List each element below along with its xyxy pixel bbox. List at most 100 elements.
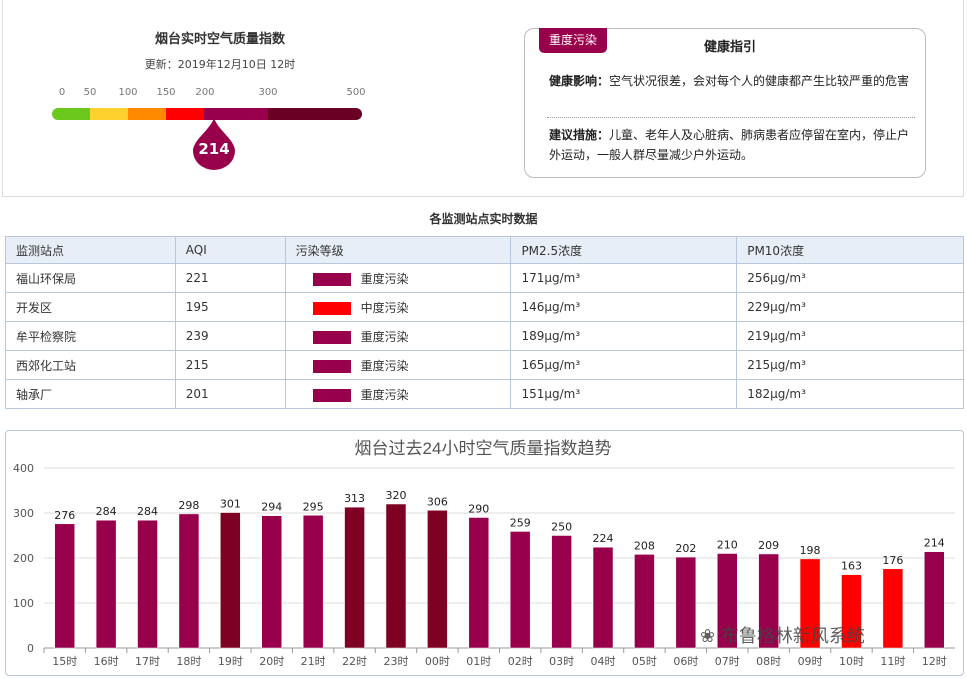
column-header: AQI xyxy=(174,236,286,264)
bar-value-label: 209 xyxy=(758,539,779,552)
station-level: 重度污染 xyxy=(284,263,512,293)
column-header: 监测站点 xyxy=(5,236,176,264)
station-name: 开发区 xyxy=(5,292,176,322)
bar xyxy=(468,517,490,649)
x-tick-label: 04时 xyxy=(591,655,616,668)
x-tick-label: 18时 xyxy=(176,655,201,668)
chart-title: 烟台过去24小时空气质量指数趋势 xyxy=(355,439,612,458)
level-color-swatch xyxy=(312,388,351,402)
level-color-swatch xyxy=(312,301,351,315)
y-tick-label: 300 xyxy=(13,507,34,520)
bar xyxy=(841,574,862,649)
scale-tick: 0 xyxy=(58,87,66,98)
station-pm25: 165μg/m³ xyxy=(510,350,738,380)
station-aqi: 195 xyxy=(174,292,286,322)
level-label: 重度污染 xyxy=(360,271,409,286)
health-guidance-box: 重度污染 健康指引 健康影响：空气状况很差，会对每个人的健康都产生比较严重的危害… xyxy=(524,28,926,178)
column-header: PM10浓度 xyxy=(736,236,964,264)
table-row: 福山环保局 221 重度污染 171μg/m³ 256μg/m³ xyxy=(5,263,964,293)
y-tick-label: 100 xyxy=(13,597,34,610)
bar xyxy=(178,513,200,649)
bar-value-label: 320 xyxy=(385,489,406,502)
scale-tick: 150 xyxy=(156,87,176,98)
scale-tick: 500 xyxy=(346,87,366,98)
bar xyxy=(54,523,75,649)
bar xyxy=(924,551,945,649)
wechat-icon: ❀ xyxy=(700,626,716,647)
x-tick-label: 10时 xyxy=(839,655,864,668)
x-tick-label: 01时 xyxy=(466,655,491,668)
bar-value-label: 284 xyxy=(96,505,117,518)
bar-value-label: 294 xyxy=(261,501,282,514)
bar-value-label: 276 xyxy=(54,509,75,522)
bar xyxy=(758,553,779,649)
bar-value-label: 298 xyxy=(178,499,199,512)
station-pm25: 189μg/m³ xyxy=(510,321,738,351)
aqi-scale-bar xyxy=(52,108,362,120)
y-tick-label: 0 xyxy=(27,642,34,655)
bar xyxy=(220,512,241,649)
health-guidance-title: 健康指引 xyxy=(703,40,756,55)
x-tick-label: 16时 xyxy=(94,655,119,668)
level-label: 重度污染 xyxy=(360,358,409,373)
bar-value-label: 163 xyxy=(841,560,862,573)
bar-value-label: 210 xyxy=(717,539,738,552)
table-header-row: 监测站点 AQI 污染等级 PM2.5浓度 PM10浓度 xyxy=(5,236,964,264)
column-header: PM2.5浓度 xyxy=(510,236,738,264)
station-name: 西郊化工站 xyxy=(5,350,176,380)
stations-table: 监测站点 AQI 污染等级 PM2.5浓度 PM10浓度 福山环保局 221 重度污… xyxy=(5,236,964,409)
scale-tick: 50 xyxy=(83,87,97,98)
station-aqi: 239 xyxy=(174,321,286,351)
table-row: 西郊化工站 215 重度污染 165μg/m³ 215μg/m³ xyxy=(5,350,964,380)
bar xyxy=(717,553,738,649)
bar-value-label: 301 xyxy=(220,498,241,511)
x-tick-label: 12时 xyxy=(922,655,947,668)
station-pm10: 256μg/m³ xyxy=(736,263,964,293)
watermark: ❀ 布鲁格林新风系统 xyxy=(700,622,865,648)
y-tick-label: 400 xyxy=(13,462,34,475)
health-advice-text: 儿童、老年人及心脏病、肺病患者应停留在室内，停止户外运动，一般人群尽量减少户外运… xyxy=(549,128,910,162)
aqi-summary-panel xyxy=(2,0,964,197)
y-tick-label: 200 xyxy=(13,552,34,565)
bar xyxy=(592,546,614,649)
pollution-level-badge: 重度污染 xyxy=(539,28,608,53)
bar xyxy=(344,506,365,649)
x-tick-label: 05时 xyxy=(632,655,657,668)
station-name: 牟平检察院 xyxy=(5,321,176,351)
bar-value-label: 250 xyxy=(551,521,572,534)
x-tick-label: 08时 xyxy=(756,655,781,668)
station-level: 重度污染 xyxy=(284,379,512,409)
bar-value-label: 306 xyxy=(427,495,448,508)
station-pm10: 215μg/m³ xyxy=(736,350,964,380)
x-tick-label: 11时 xyxy=(880,655,905,668)
aqi-trend-chart: 烟台过去24小时空气质量指数趋势 0 100 200 300 400 276 15时 284 16… xyxy=(13,439,955,668)
health-effect-text: 空气状况很差，会对每个人的健康都产生比较严重的危害 xyxy=(609,74,910,88)
station-level: 中度污染 xyxy=(284,292,512,322)
level-color-swatch xyxy=(312,272,351,286)
x-tick-label: 03时 xyxy=(549,655,574,668)
level-label: 重度污染 xyxy=(360,329,409,344)
health-effect: 健康影响：空气状况很差，会对每个人的健康都产生比较严重的危害 xyxy=(549,71,917,91)
x-tick-label: 07时 xyxy=(715,655,740,668)
bar xyxy=(261,515,282,649)
station-level: 重度污染 xyxy=(284,321,512,351)
aqi-drop-marker xyxy=(193,118,235,170)
x-tick-label: 02时 xyxy=(508,655,533,668)
x-tick-label: 15时 xyxy=(52,655,77,668)
bar-value-label: 284 xyxy=(137,505,158,518)
bar xyxy=(385,503,407,649)
bar xyxy=(95,519,117,649)
station-pm25: 146μg/m³ xyxy=(510,292,738,322)
level-color-swatch xyxy=(312,359,351,373)
bar xyxy=(799,558,821,649)
x-tick-label: 09时 xyxy=(798,655,823,668)
level-color-swatch xyxy=(312,330,351,344)
station-level: 重度污染 xyxy=(284,350,512,380)
level-label: 重度污染 xyxy=(360,387,409,402)
x-tick-label: 22时 xyxy=(342,655,367,668)
station-pm25: 171μg/m³ xyxy=(510,263,738,293)
table-row: 开发区 195 中度污染 146μg/m³ 229μg/m³ xyxy=(5,292,964,322)
bar xyxy=(634,554,655,649)
bar-value-label: 214 xyxy=(924,537,945,550)
station-pm10: 219μg/m³ xyxy=(736,321,964,351)
